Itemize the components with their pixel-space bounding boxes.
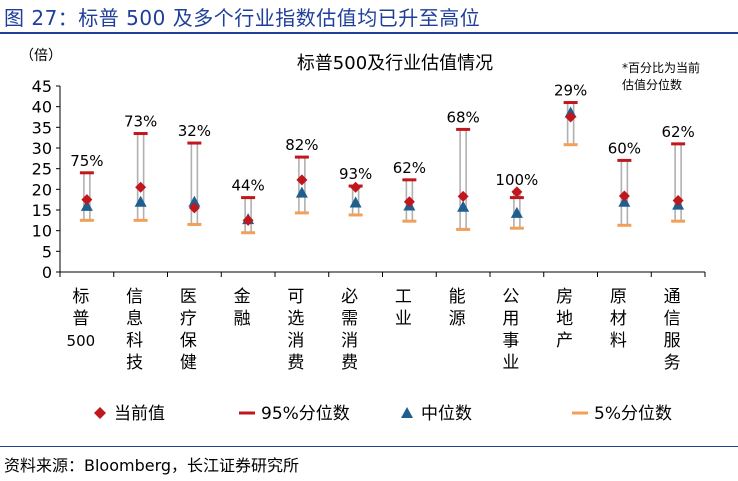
current-marker [81, 194, 93, 206]
range-bar [459, 128, 467, 231]
category-label: 可选消费 [287, 287, 304, 373]
category-label: 能源 [449, 287, 466, 329]
legend-label: 5%分位数 [594, 404, 672, 424]
y-tick-label: 30 [32, 139, 52, 158]
category-label: 通信服务 [664, 287, 681, 373]
current-marker [188, 202, 200, 214]
current-marker [457, 190, 469, 202]
legend-label: 当前值 [114, 404, 165, 424]
percentile-label: 100% [495, 171, 538, 189]
current-marker [403, 196, 415, 208]
category-label: 信息科技 [126, 287, 143, 373]
median-marker [80, 199, 93, 211]
y-tick-label: 45 [32, 77, 52, 96]
legend-median-icon [401, 407, 413, 418]
median-marker [188, 195, 201, 207]
percentile-label: 62% [393, 159, 426, 177]
legend: 当前值 95%分位数 中位数 5%分位数 [94, 404, 672, 424]
category-label: 必需消费 [341, 287, 358, 373]
median-marker [457, 200, 470, 212]
y-tick-label: 0 [42, 263, 52, 282]
y-tick-label: 35 [32, 118, 52, 137]
chart-title: 标普500及行业估值情况 [297, 53, 493, 74]
percentile-label: 93% [339, 165, 372, 183]
y-tick-label: 5 [42, 242, 52, 261]
category-label: 原材料 [610, 287, 627, 351]
current-marker [350, 181, 362, 193]
current-marker [135, 181, 147, 193]
percentile-label: 68% [446, 108, 479, 126]
percentile-label: 44% [231, 177, 264, 195]
current-marker [618, 190, 630, 202]
percentile-label: 82% [285, 136, 318, 154]
legend-label: 95%分位数 [261, 404, 350, 424]
median-marker [295, 186, 308, 198]
y-tick-label: 10 [32, 222, 52, 241]
y-tick-label: 40 [32, 98, 52, 117]
percentile-label: 73% [124, 113, 157, 131]
current-marker [296, 174, 308, 186]
current-marker [242, 214, 254, 226]
median-marker [349, 196, 362, 208]
figure-title: 图 27：标普 500 及多个行业指数估值均已升至高位 [4, 6, 481, 30]
top-rule [0, 32, 738, 34]
current-marker [672, 194, 684, 206]
valuation-range-chart: 标普500及行业估值情况 （倍） *百分比为当前估值分位数 0 510 15 2025… [20, 48, 706, 424]
median-marker [510, 206, 523, 218]
category-label: 医疗保健 [180, 287, 197, 373]
source-note: 资料来源：Bloomberg，长江证券研究所 [4, 456, 300, 475]
y-tick-label: 15 [32, 201, 52, 220]
category-label: 房地产 [556, 287, 573, 351]
current-marker [511, 186, 523, 198]
bottom-rule [0, 446, 738, 447]
y-axis-label: （倍） [20, 48, 62, 64]
percentile-label: 62% [661, 123, 694, 141]
percentile-label: 75% [70, 152, 103, 170]
category-label: 工业 [395, 287, 412, 329]
note-line-2: 估值分位数 [622, 77, 682, 92]
percentile-label: 32% [178, 122, 211, 140]
median-marker [134, 195, 147, 207]
category-label: 公用事业 [502, 287, 519, 373]
note-line-1: *百分比为当前 [622, 60, 700, 75]
legend-label: 中位数 [421, 404, 472, 424]
range-bar [136, 132, 145, 222]
current-marker [565, 111, 577, 123]
category-label: 金融 [234, 287, 251, 329]
y-tick-label: 20 [32, 180, 52, 199]
legend-current-icon [94, 407, 106, 419]
category-label: 标普 500 [67, 287, 96, 350]
data-marks: 75% 73% 32% 44% 82% 93% 62% 68% 100% 29% 60% 62% [70, 82, 695, 235]
y-tick-label: 25 [32, 160, 52, 179]
percentile-label: 29% [554, 82, 587, 100]
percentile-note: *百分比为当前估值分位数 [622, 60, 700, 92]
percentile-label: 60% [608, 139, 641, 157]
